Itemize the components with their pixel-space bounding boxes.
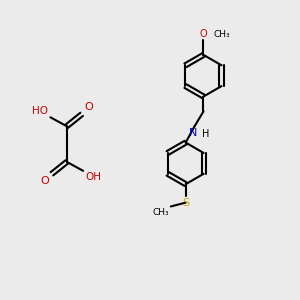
Text: HO: HO	[32, 106, 48, 116]
Text: CH₃: CH₃	[153, 208, 169, 217]
Text: S: S	[182, 198, 189, 208]
Text: O: O	[84, 102, 93, 112]
Text: O: O	[200, 28, 207, 38]
Text: N: N	[189, 128, 197, 138]
Text: OH: OH	[85, 172, 101, 182]
Text: CH₃: CH₃	[214, 29, 230, 38]
Text: O: O	[41, 176, 50, 186]
Text: H: H	[202, 129, 209, 139]
